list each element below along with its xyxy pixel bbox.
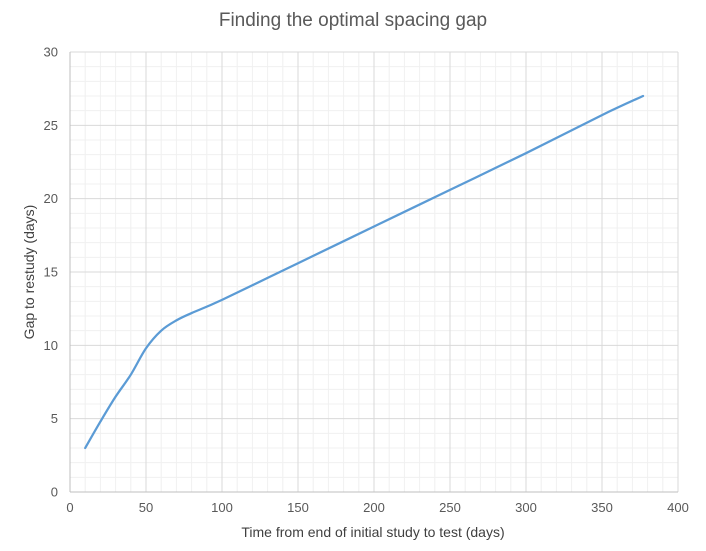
x-tick-label: 350: [591, 500, 613, 515]
y-tick-label: 20: [44, 191, 58, 206]
chart-title: Finding the optimal spacing gap: [219, 10, 487, 31]
y-tick-label: 5: [51, 411, 58, 426]
x-tick-label: 400: [667, 500, 689, 515]
x-tick-label: 100: [211, 500, 233, 515]
major-grid: [70, 51, 679, 492]
y-tick-labels: 0 5 10 15 20 25 30: [44, 45, 58, 500]
x-tick-label: 250: [439, 500, 461, 515]
x-axis-title: Time from end of initial study to test (…: [241, 524, 504, 540]
y-tick-label: 25: [44, 118, 58, 133]
y-tick-label: 0: [51, 485, 58, 500]
y-tick-label: 30: [44, 45, 58, 60]
x-tick-label: 300: [515, 500, 537, 515]
x-tick-label: 200: [363, 500, 385, 515]
y-axis-title: Gap to restudy (days): [21, 205, 37, 340]
series-layer: [84, 94, 645, 450]
y-tick-label: 15: [44, 265, 58, 280]
axes: [69, 52, 678, 493]
x-tick-label: 150: [287, 500, 309, 515]
series-line: [84, 94, 645, 450]
y-tick-label: 10: [44, 338, 58, 353]
x-tick-label: 0: [66, 500, 73, 515]
x-tick-labels: 0 50 100 150 200 250 300 350 400: [66, 500, 688, 515]
x-tick-label: 50: [139, 500, 153, 515]
